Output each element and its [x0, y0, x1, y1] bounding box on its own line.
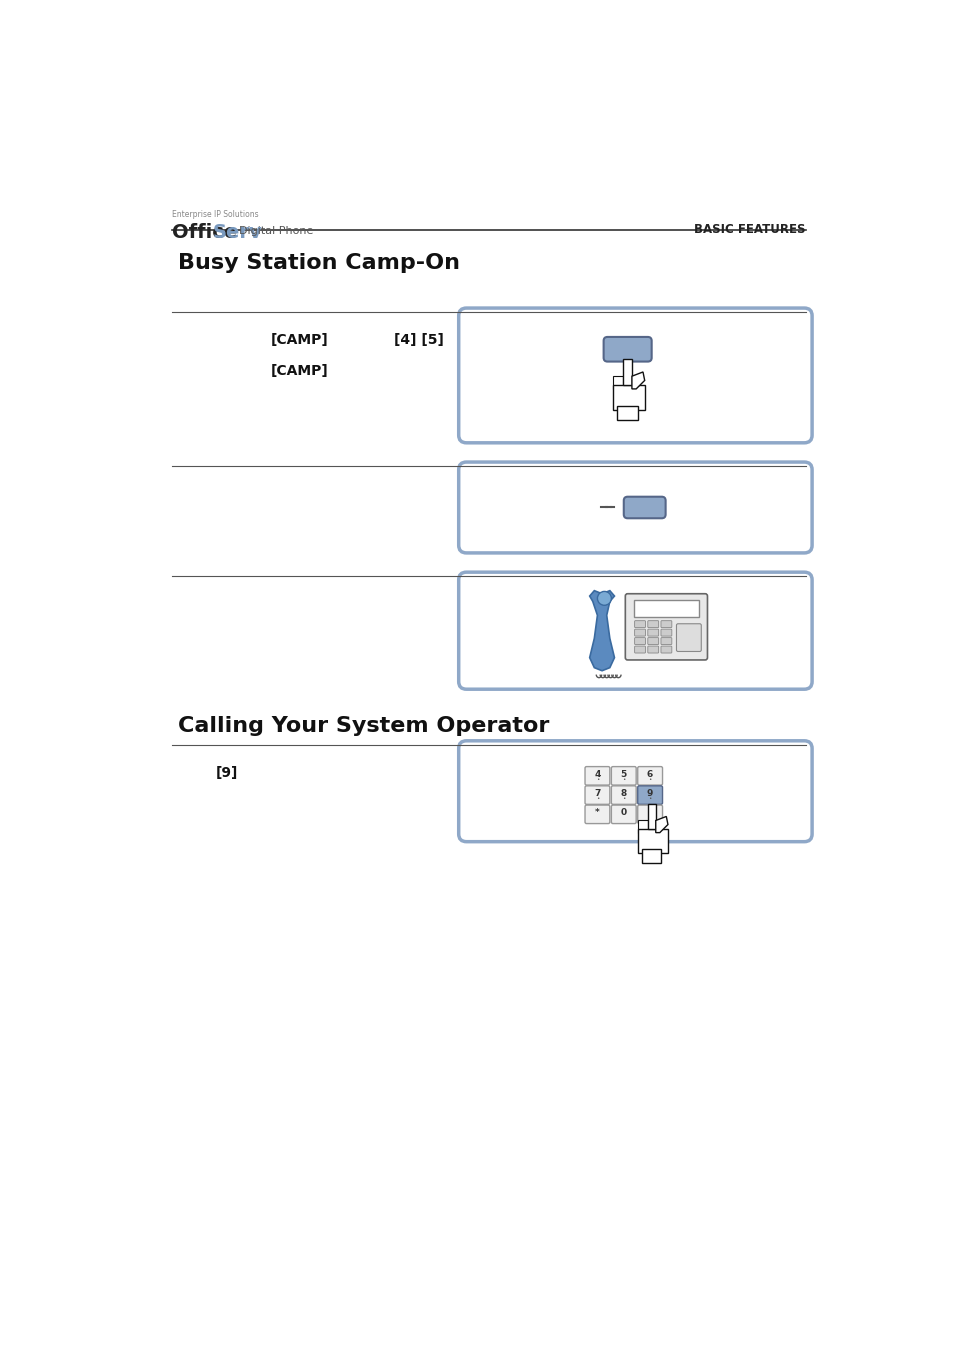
- Polygon shape: [631, 372, 644, 390]
- Text: •: •: [595, 778, 598, 782]
- Text: [4] [5]: [4] [5]: [394, 333, 444, 348]
- Text: BASIC FEATURES: BASIC FEATURES: [694, 224, 805, 236]
- FancyBboxPatch shape: [611, 786, 636, 805]
- FancyBboxPatch shape: [584, 786, 609, 805]
- Polygon shape: [641, 849, 660, 863]
- FancyBboxPatch shape: [634, 630, 645, 636]
- FancyBboxPatch shape: [458, 572, 811, 689]
- FancyBboxPatch shape: [634, 638, 645, 644]
- FancyBboxPatch shape: [458, 741, 811, 841]
- FancyBboxPatch shape: [676, 624, 700, 651]
- FancyBboxPatch shape: [458, 462, 811, 553]
- FancyBboxPatch shape: [611, 805, 636, 824]
- Text: 7: 7: [594, 789, 600, 798]
- Polygon shape: [617, 406, 638, 421]
- Text: Busy Station Camp-On: Busy Station Camp-On: [178, 252, 459, 272]
- Text: Office: Office: [172, 224, 237, 243]
- Text: 9: 9: [646, 789, 653, 798]
- FancyBboxPatch shape: [624, 593, 707, 661]
- Polygon shape: [638, 821, 647, 833]
- Text: Serv: Serv: [212, 224, 262, 243]
- Polygon shape: [638, 829, 667, 853]
- FancyBboxPatch shape: [458, 309, 811, 442]
- FancyBboxPatch shape: [660, 646, 671, 652]
- FancyBboxPatch shape: [660, 638, 671, 644]
- Text: •: •: [595, 797, 598, 802]
- FancyBboxPatch shape: [647, 638, 658, 644]
- FancyBboxPatch shape: [647, 646, 658, 652]
- FancyBboxPatch shape: [584, 805, 609, 824]
- Circle shape: [597, 592, 611, 605]
- Text: •: •: [621, 778, 625, 782]
- Text: 6: 6: [646, 770, 653, 779]
- Text: 0: 0: [620, 809, 626, 817]
- Text: •: •: [648, 797, 651, 802]
- Text: Calling Your System Operator: Calling Your System Operator: [178, 716, 549, 736]
- FancyBboxPatch shape: [634, 620, 645, 628]
- Text: [9]: [9]: [216, 766, 238, 780]
- FancyBboxPatch shape: [584, 767, 609, 785]
- Text: Enterprise IP Solutions: Enterprise IP Solutions: [172, 210, 258, 220]
- FancyBboxPatch shape: [660, 620, 671, 628]
- FancyBboxPatch shape: [647, 630, 658, 636]
- FancyBboxPatch shape: [611, 767, 636, 785]
- Text: [CAMP]: [CAMP]: [270, 333, 328, 348]
- FancyBboxPatch shape: [623, 496, 665, 518]
- Text: Digital Phone: Digital Phone: [238, 226, 313, 236]
- Text: [CAMP]: [CAMP]: [270, 364, 328, 379]
- Text: 8: 8: [620, 789, 626, 798]
- Text: •: •: [648, 778, 651, 782]
- FancyBboxPatch shape: [647, 620, 658, 628]
- Polygon shape: [655, 817, 667, 833]
- FancyBboxPatch shape: [603, 337, 651, 361]
- Text: •: •: [621, 797, 625, 802]
- Polygon shape: [589, 590, 614, 671]
- Polygon shape: [613, 384, 644, 410]
- Polygon shape: [647, 805, 655, 829]
- Text: 4: 4: [594, 770, 600, 779]
- FancyBboxPatch shape: [637, 786, 661, 805]
- FancyBboxPatch shape: [637, 805, 661, 824]
- FancyBboxPatch shape: [660, 630, 671, 636]
- FancyBboxPatch shape: [634, 646, 645, 652]
- FancyBboxPatch shape: [633, 600, 699, 617]
- FancyBboxPatch shape: [637, 767, 661, 785]
- Text: *: *: [595, 809, 599, 817]
- Polygon shape: [613, 376, 622, 390]
- Polygon shape: [622, 360, 631, 384]
- Text: 5: 5: [620, 770, 626, 779]
